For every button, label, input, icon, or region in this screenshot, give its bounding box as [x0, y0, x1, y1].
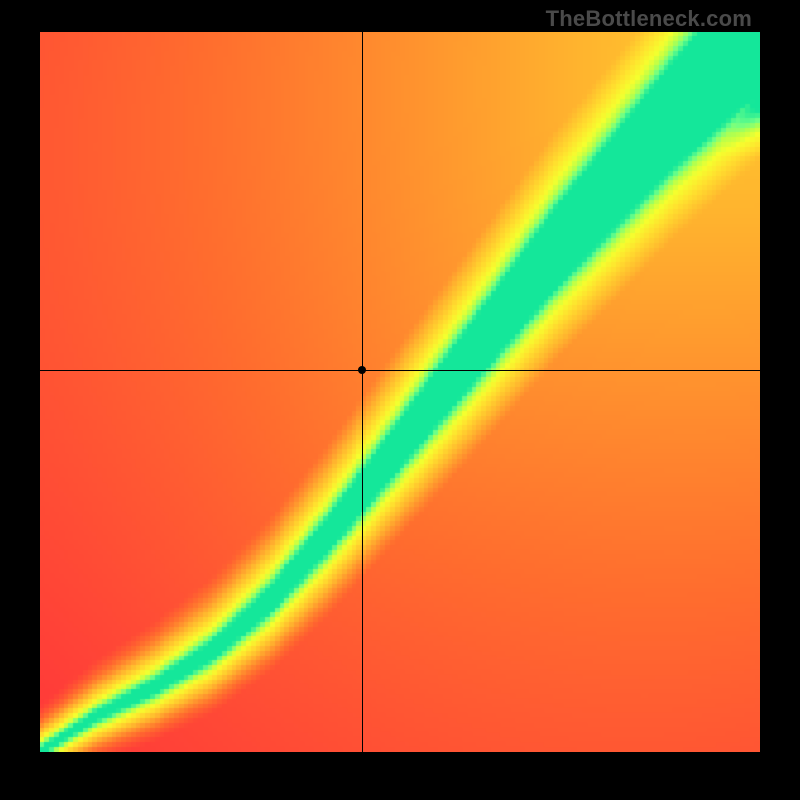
crosshair-horizontal: [40, 370, 760, 371]
crosshair-vertical: [362, 32, 363, 752]
crosshair-marker: [358, 366, 366, 374]
heatmap-canvas: [40, 32, 760, 752]
watermark-text: TheBottleneck.com: [546, 6, 752, 32]
plot-area: [40, 32, 760, 752]
